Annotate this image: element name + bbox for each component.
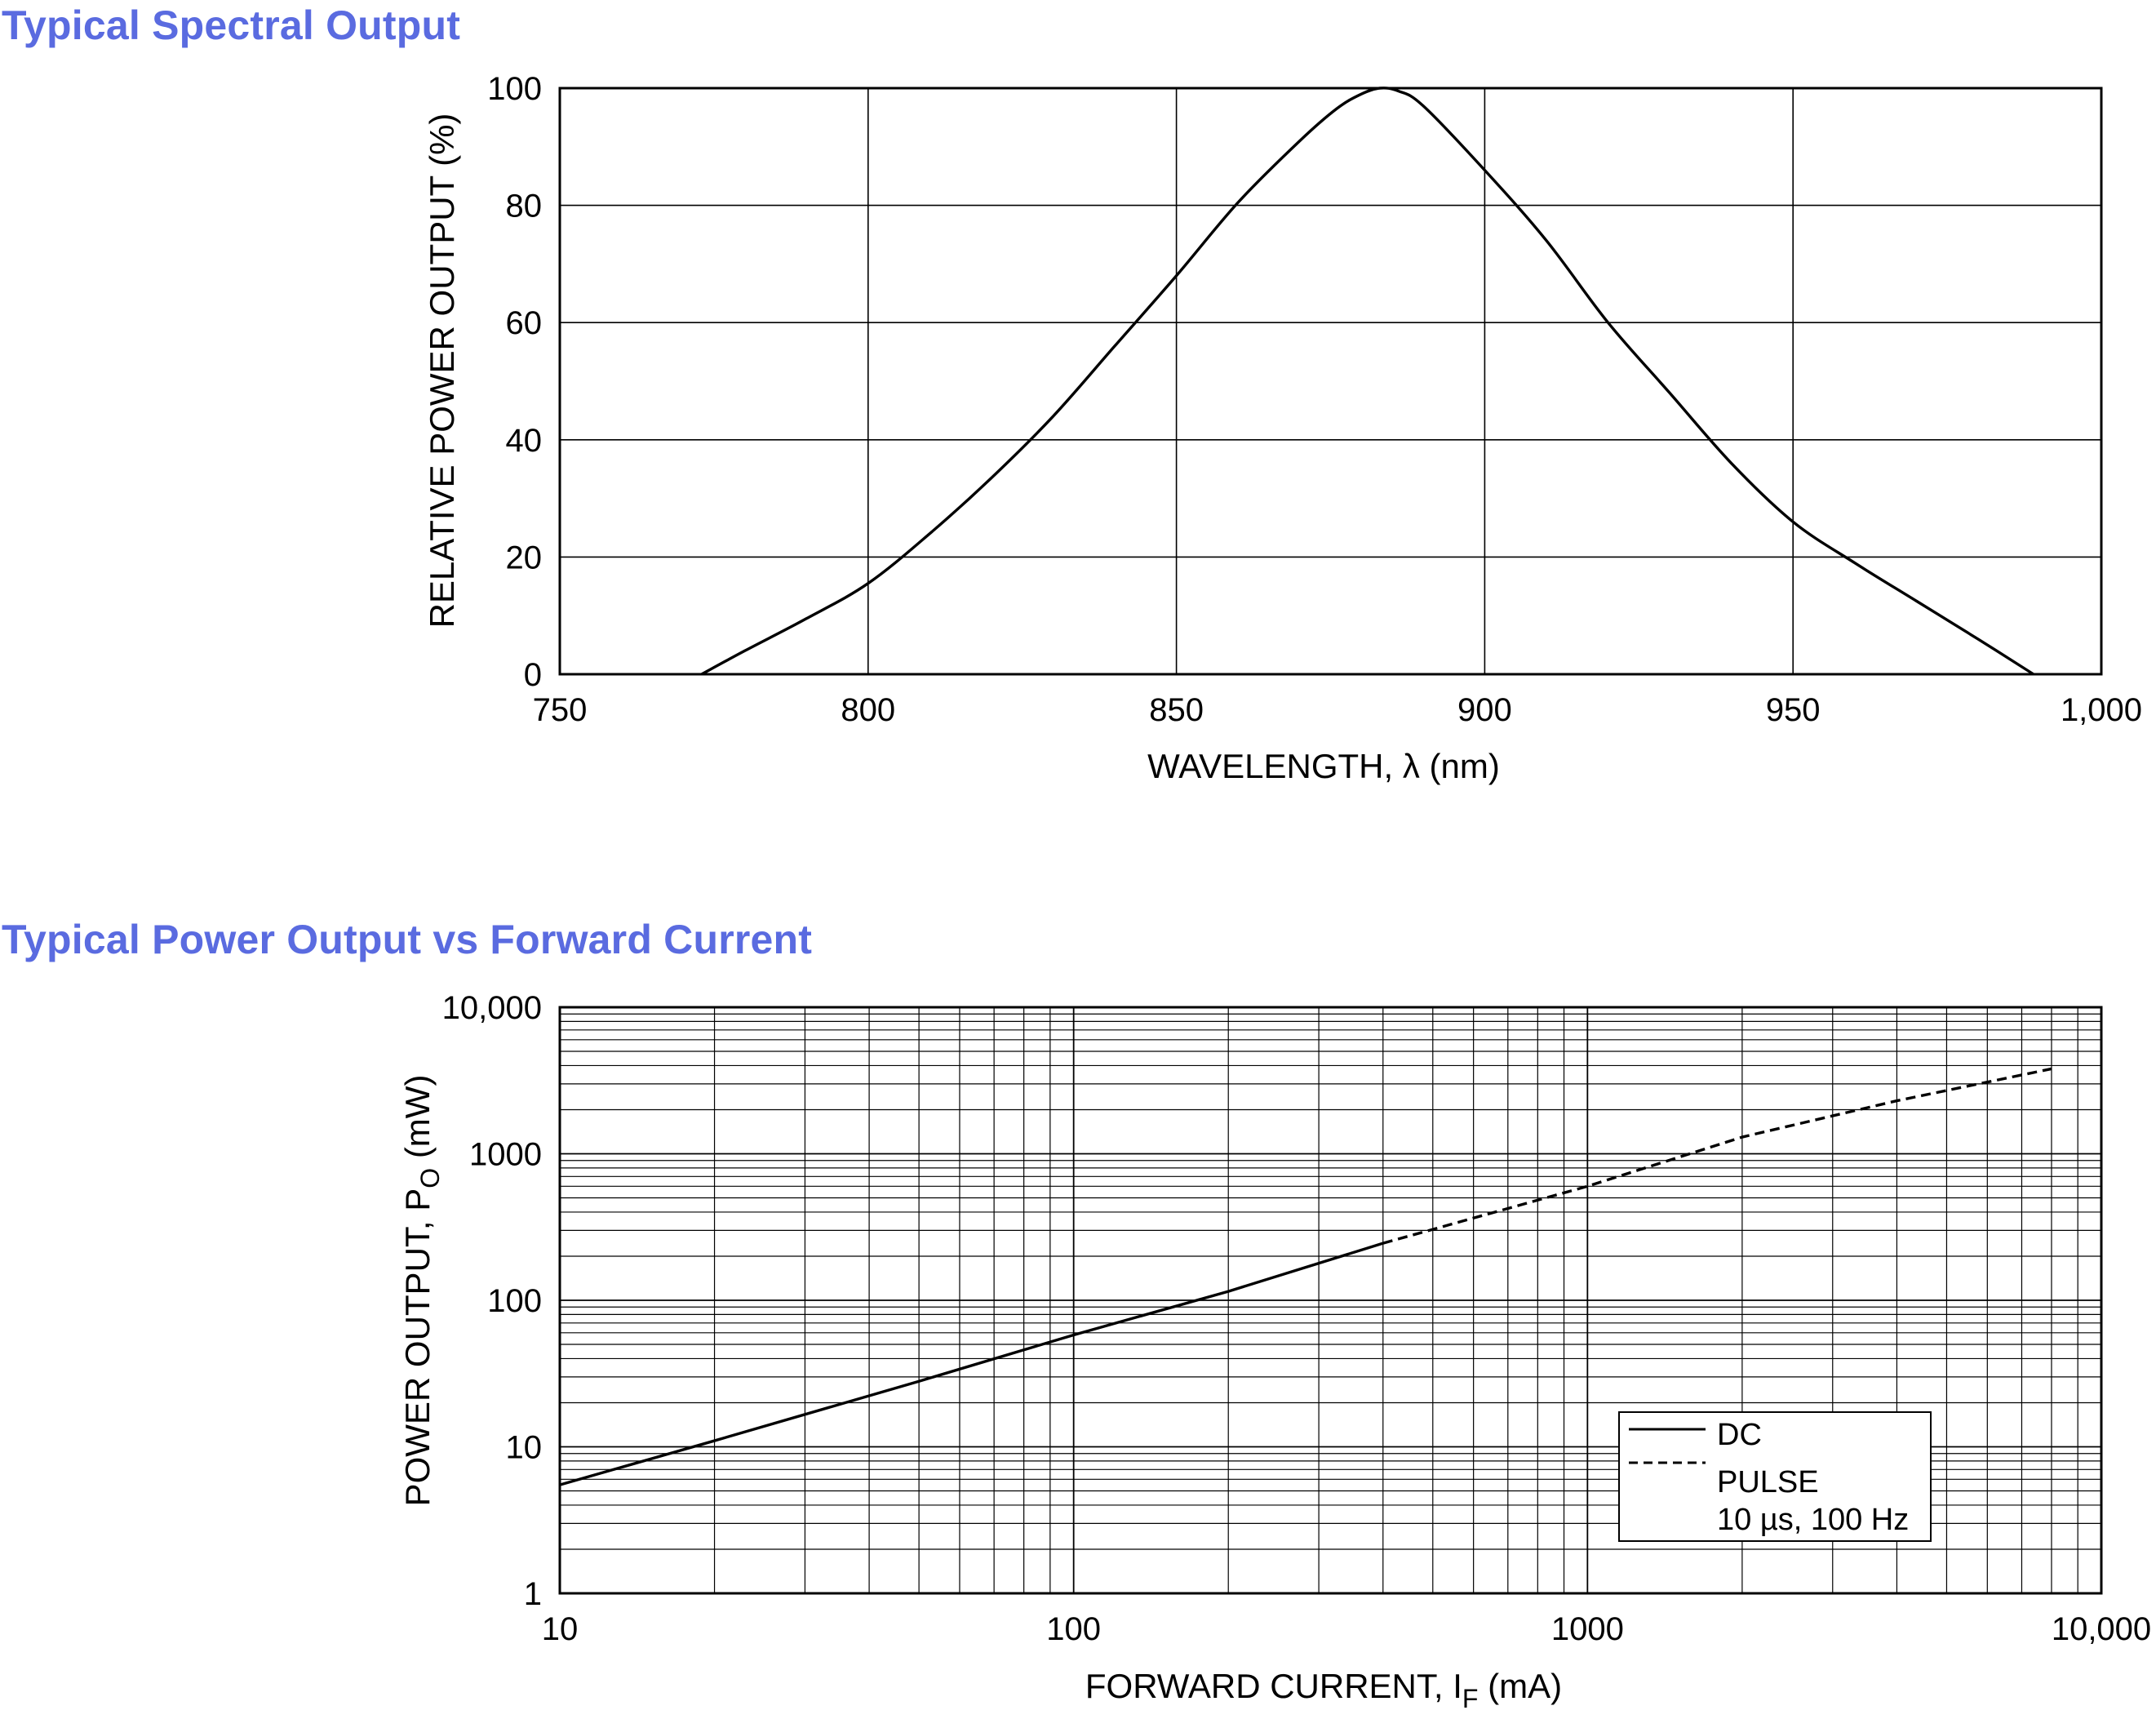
power-x-tick-label: 1000 bbox=[1551, 1611, 1624, 1647]
power-chart-title: Typical Power Output vs Forward Current bbox=[2, 917, 813, 962]
spectral-x-tick-label: 1,000 bbox=[2061, 692, 2142, 728]
spectral-x-tick-label: 750 bbox=[533, 692, 588, 728]
dc-series-line bbox=[559, 1242, 1384, 1486]
spectral-tick-labels: 750 800 850 900 950 1,000 0 20 40 60 80 100 bbox=[487, 71, 2142, 728]
spectral-x-tick-label: 800 bbox=[841, 692, 895, 728]
power-y-tick-label: 1000 bbox=[469, 1137, 542, 1173]
power-data bbox=[559, 1067, 2052, 1486]
legend-pulse-detail: 10 µs, 100 Hz bbox=[1717, 1503, 1909, 1537]
power-x-axis-label: FORWARD CURRENT, IF (mA) bbox=[1085, 1667, 1562, 1713]
spectral-y-tick-label: 80 bbox=[506, 189, 543, 224]
power-x-tick-label: 100 bbox=[1046, 1611, 1101, 1647]
power-y-axis-label: POWER OUTPUT, PO (mW) bbox=[398, 1075, 445, 1507]
power-plot-frame bbox=[558, 1006, 2103, 1595]
legend-pulse-label: PULSE bbox=[1717, 1465, 1819, 1499]
power-y-tick-label: 10,000 bbox=[442, 990, 542, 1026]
power-x-tick-label: 10,000 bbox=[2052, 1611, 2151, 1647]
legend-dc-label: DC bbox=[1717, 1418, 1762, 1452]
spectral-x-axis-label: WAVELENGTH, λ (nm) bbox=[1147, 747, 1500, 785]
spectral-y-tick-label: 60 bbox=[506, 305, 543, 341]
power-y-tick-label: 1 bbox=[524, 1576, 542, 1612]
spectral-y-tick-label: 100 bbox=[487, 71, 542, 107]
spectral-plot-frame bbox=[558, 87, 2103, 676]
power-legend: DC PULSE 10 µs, 100 Hz bbox=[1618, 1411, 1932, 1542]
power-x-tick-label: 10 bbox=[542, 1611, 579, 1647]
spectral-y-tick-label: 40 bbox=[506, 423, 543, 459]
spectral-y-tick-label: 0 bbox=[524, 657, 542, 693]
spectral-y-tick-label: 20 bbox=[506, 540, 543, 575]
legend-box bbox=[1618, 1411, 1932, 1542]
power-y-tick-label: 10 bbox=[506, 1430, 543, 1466]
spectral-x-tick-label: 900 bbox=[1457, 692, 1512, 728]
spectral-x-tick-label: 850 bbox=[1149, 692, 1204, 728]
pulse-series-line bbox=[1382, 1067, 2052, 1245]
power-y-tick-label: 100 bbox=[487, 1283, 542, 1319]
spectral-chart-title: Typical Spectral Output bbox=[2, 2, 461, 48]
spectral-y-axis-label: RELATIVE POWER OUTPUT (%) bbox=[423, 113, 461, 629]
spectral-x-tick-label: 950 bbox=[1766, 692, 1821, 728]
spectral-output-chart: 750 800 850 900 950 1,000 0 20 40 60 80 100 WAVELEN… bbox=[423, 71, 2142, 785]
